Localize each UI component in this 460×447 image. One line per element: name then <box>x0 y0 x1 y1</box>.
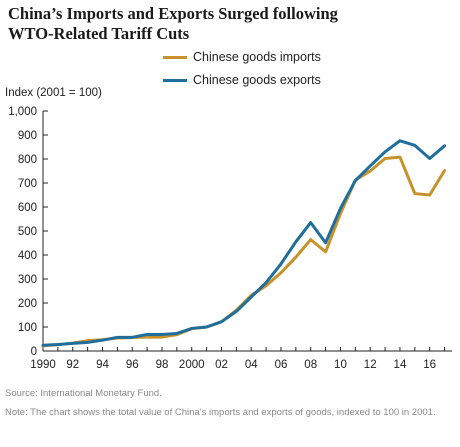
x-tick-label: 12 <box>364 359 377 371</box>
x-tick-label: 94 <box>96 359 109 371</box>
legend-label-imports: Chinese goods imports <box>193 50 321 64</box>
y-tick-label: 100 <box>18 322 37 334</box>
legend-swatch-imports <box>163 55 187 59</box>
y-tick-label: 200 <box>18 298 37 310</box>
exports-series-line <box>41 139 447 347</box>
y-tick-label: 400 <box>18 250 37 262</box>
legend-item-imports: Chinese goods imports <box>163 47 321 67</box>
chart-title-line-2: WTO-Related Tariff Cuts <box>8 24 190 43</box>
chart-title: China’s Imports and Exports Surged follo… <box>8 4 448 44</box>
legend: Chinese goods imports Chinese goods expo… <box>163 47 321 93</box>
x-tick-label: 96 <box>126 359 139 371</box>
y-tick-label: 700 <box>18 178 37 190</box>
y-tick-label: 900 <box>18 130 37 142</box>
x-tick-label: 02 <box>215 359 228 371</box>
y-tick-label: 0 <box>31 346 37 358</box>
y-tick-label: 1,000 <box>8 106 37 118</box>
y-tick-label: 500 <box>18 226 37 238</box>
x-tick-label: 16 <box>423 359 436 371</box>
imports-series-line <box>41 155 447 348</box>
chart-title-line-1: China’s Imports and Exports Surged follo… <box>8 4 338 23</box>
note-text: Note: The chart shows the total value of… <box>5 407 436 418</box>
x-tick-label: 04 <box>245 359 258 371</box>
y-tick-label: 600 <box>18 202 37 214</box>
x-tick-label: 1990 <box>30 359 56 371</box>
line-chart: 0 100 200 300 400 500 600 700 800 900 1,000 1990 92 9… <box>8 106 452 371</box>
x-tick-label: 10 <box>334 359 347 371</box>
x-tick-label: 2000 <box>179 359 205 371</box>
legend-item-exports: Chinese goods exports <box>163 70 321 90</box>
y-tick-label: 300 <box>18 274 37 286</box>
x-tick-label: 92 <box>66 359 79 371</box>
y-axis-label: Index (2001 = 100) <box>5 87 102 99</box>
x-tick-label: 06 <box>275 359 288 371</box>
x-tick-label: 98 <box>156 359 169 371</box>
x-tick-label: 08 <box>304 359 317 371</box>
legend-swatch-exports <box>163 78 187 82</box>
source-text: Source: International Monetary Fund. <box>5 388 162 399</box>
x-tick-label: 14 <box>394 359 407 371</box>
legend-label-exports: Chinese goods exports <box>193 73 321 87</box>
y-tick-label: 800 <box>18 154 37 166</box>
